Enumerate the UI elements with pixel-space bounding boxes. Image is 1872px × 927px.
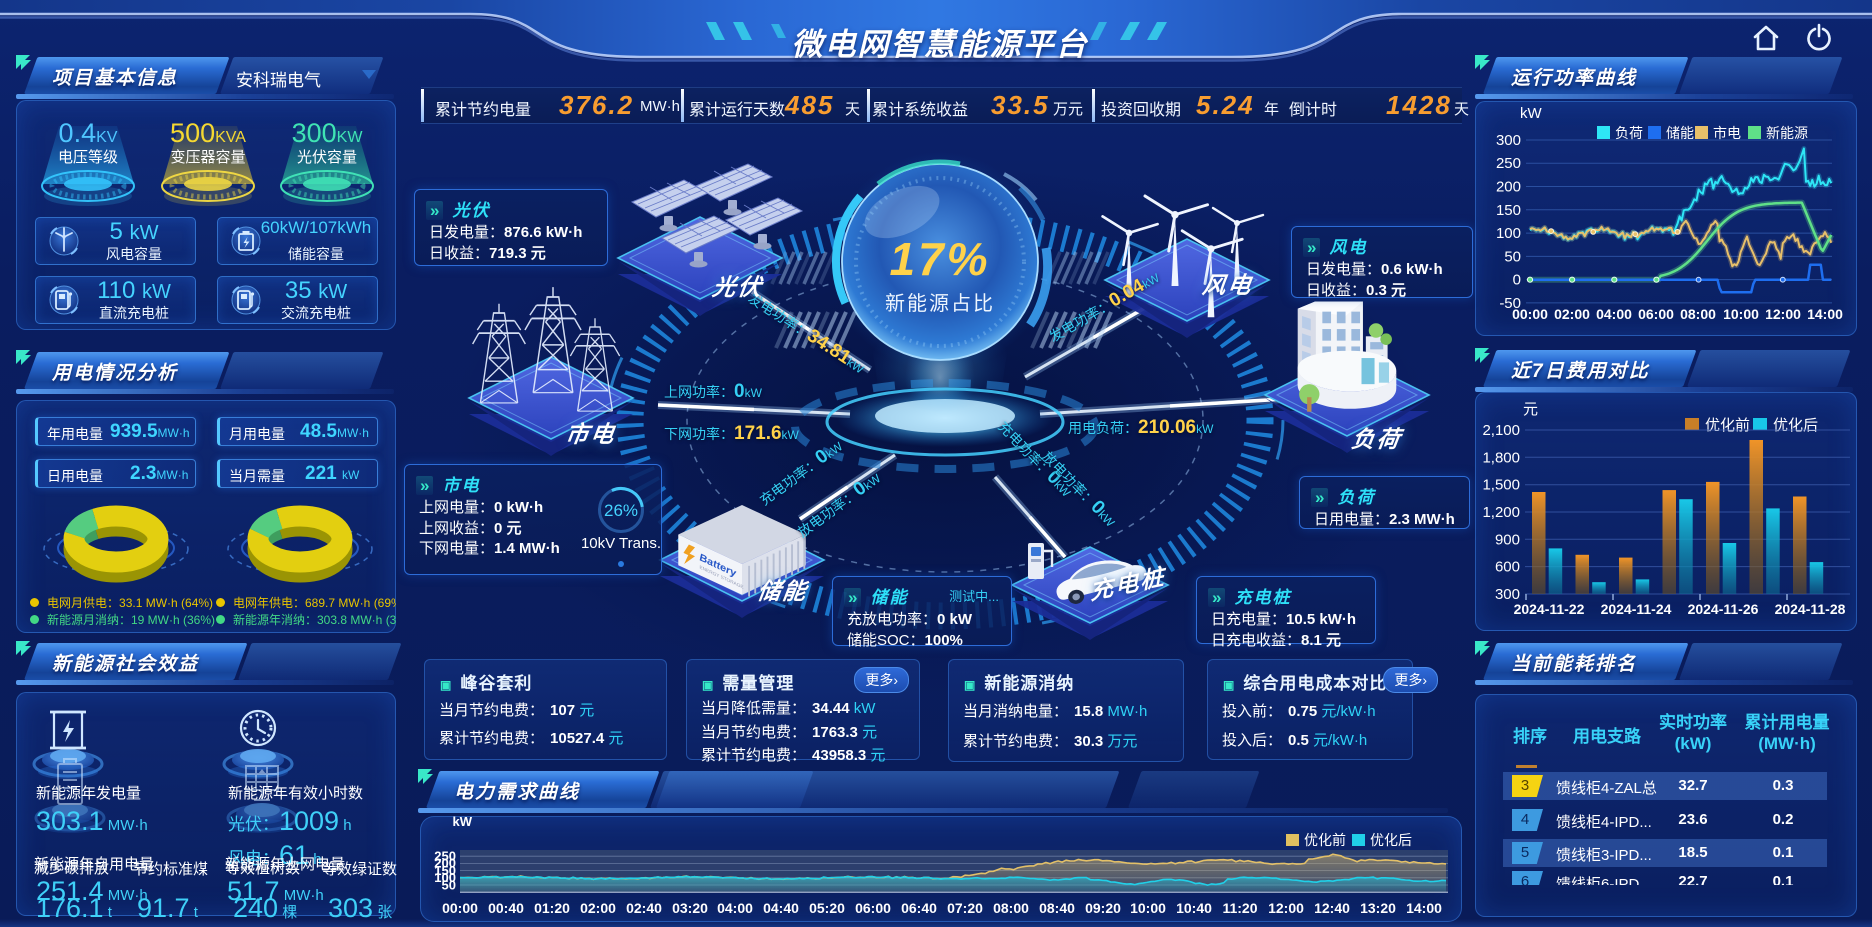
svg-text:14:00: 14:00 [1807, 306, 1843, 322]
svg-text:10kV Trans.: 10kV Trans. [581, 535, 661, 552]
svg-text:负荷: 负荷 [1615, 125, 1643, 141]
svg-text:元: 元 [1523, 401, 1538, 418]
svg-text:300: 300 [1495, 586, 1520, 603]
svg-text:200: 200 [434, 856, 456, 871]
svg-text:14:00: 14:00 [1406, 900, 1442, 916]
svg-text:08:00: 08:00 [993, 900, 1029, 916]
svg-text:12:00: 12:00 [1765, 306, 1801, 322]
svg-text:2024-11-26: 2024-11-26 [1688, 601, 1759, 617]
svg-text:kW: kW [453, 814, 473, 829]
svg-text:600: 600 [1495, 559, 1520, 576]
svg-text:0: 0 [1513, 272, 1521, 289]
svg-text:01:20: 01:20 [534, 900, 570, 916]
svg-text:300: 300 [1496, 132, 1521, 149]
svg-text:市电: 市电 [1713, 125, 1741, 141]
svg-text:50: 50 [442, 877, 456, 892]
svg-text:2,100: 2,100 [1482, 422, 1520, 439]
svg-text:05:20: 05:20 [809, 900, 845, 916]
svg-text:00:00: 00:00 [442, 900, 478, 916]
svg-text:13:20: 13:20 [1360, 900, 1396, 916]
svg-text:10:00: 10:00 [1723, 306, 1759, 322]
svg-text:03:20: 03:20 [672, 900, 708, 916]
svg-text:新能源: 新能源 [1766, 125, 1808, 141]
svg-text:10:40: 10:40 [1176, 900, 1212, 916]
svg-text:02:00: 02:00 [1554, 306, 1590, 322]
svg-text:900: 900 [1495, 531, 1520, 548]
svg-text:2024-11-24: 2024-11-24 [1601, 601, 1672, 617]
svg-text:1,200: 1,200 [1482, 504, 1520, 521]
svg-text:2024-11-28: 2024-11-28 [1775, 601, 1846, 617]
svg-text:09:20: 09:20 [1085, 900, 1121, 916]
svg-text:02:00: 02:00 [580, 900, 616, 916]
svg-text:kW: kW [1520, 105, 1543, 122]
svg-text:12:00: 12:00 [1268, 900, 1304, 916]
svg-text:新能源占比: 新能源占比 [885, 292, 995, 315]
svg-text:00:00: 00:00 [1512, 306, 1548, 322]
svg-text:优化前: 优化前 [1304, 832, 1346, 848]
svg-text:00:40: 00:40 [488, 900, 524, 916]
svg-text:优化后: 优化后 [1370, 832, 1412, 848]
svg-text:08:00: 08:00 [1680, 306, 1716, 322]
svg-text:储能: 储能 [1666, 125, 1694, 141]
svg-text:150: 150 [434, 863, 456, 878]
svg-text:06:00: 06:00 [1638, 306, 1674, 322]
svg-text:08:40: 08:40 [1039, 900, 1075, 916]
svg-text:06:40: 06:40 [901, 900, 937, 916]
svg-text:200: 200 [1496, 179, 1521, 196]
svg-text:优化前: 优化前 [1705, 417, 1750, 434]
svg-text:26%: 26% [604, 501, 638, 520]
svg-text:-50: -50 [1499, 295, 1521, 312]
svg-text:1,500: 1,500 [1482, 477, 1520, 494]
svg-text:07:20: 07:20 [947, 900, 983, 916]
svg-text:06:00: 06:00 [855, 900, 891, 916]
svg-text:250: 250 [434, 849, 456, 864]
svg-text:250: 250 [1496, 155, 1521, 172]
svg-text:12:40: 12:40 [1314, 900, 1350, 916]
svg-text:10:00: 10:00 [1130, 900, 1166, 916]
svg-text:优化后: 优化后 [1773, 417, 1818, 434]
svg-text:1,800: 1,800 [1482, 449, 1520, 466]
svg-text:150: 150 [1496, 202, 1521, 219]
svg-text:04:00: 04:00 [1596, 306, 1632, 322]
svg-text:100: 100 [1496, 225, 1521, 242]
svg-text:11:20: 11:20 [1222, 900, 1257, 916]
svg-text:02:40: 02:40 [626, 900, 662, 916]
svg-text:50: 50 [1504, 248, 1521, 265]
svg-text:100: 100 [434, 870, 456, 885]
svg-text:04:00: 04:00 [717, 900, 753, 916]
svg-text:17%: 17% [889, 233, 990, 285]
svg-text:2024-11-22: 2024-11-22 [1514, 601, 1585, 617]
svg-text:04:40: 04:40 [763, 900, 799, 916]
